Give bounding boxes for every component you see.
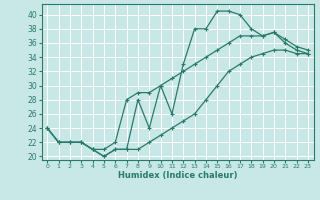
X-axis label: Humidex (Indice chaleur): Humidex (Indice chaleur) [118,171,237,180]
